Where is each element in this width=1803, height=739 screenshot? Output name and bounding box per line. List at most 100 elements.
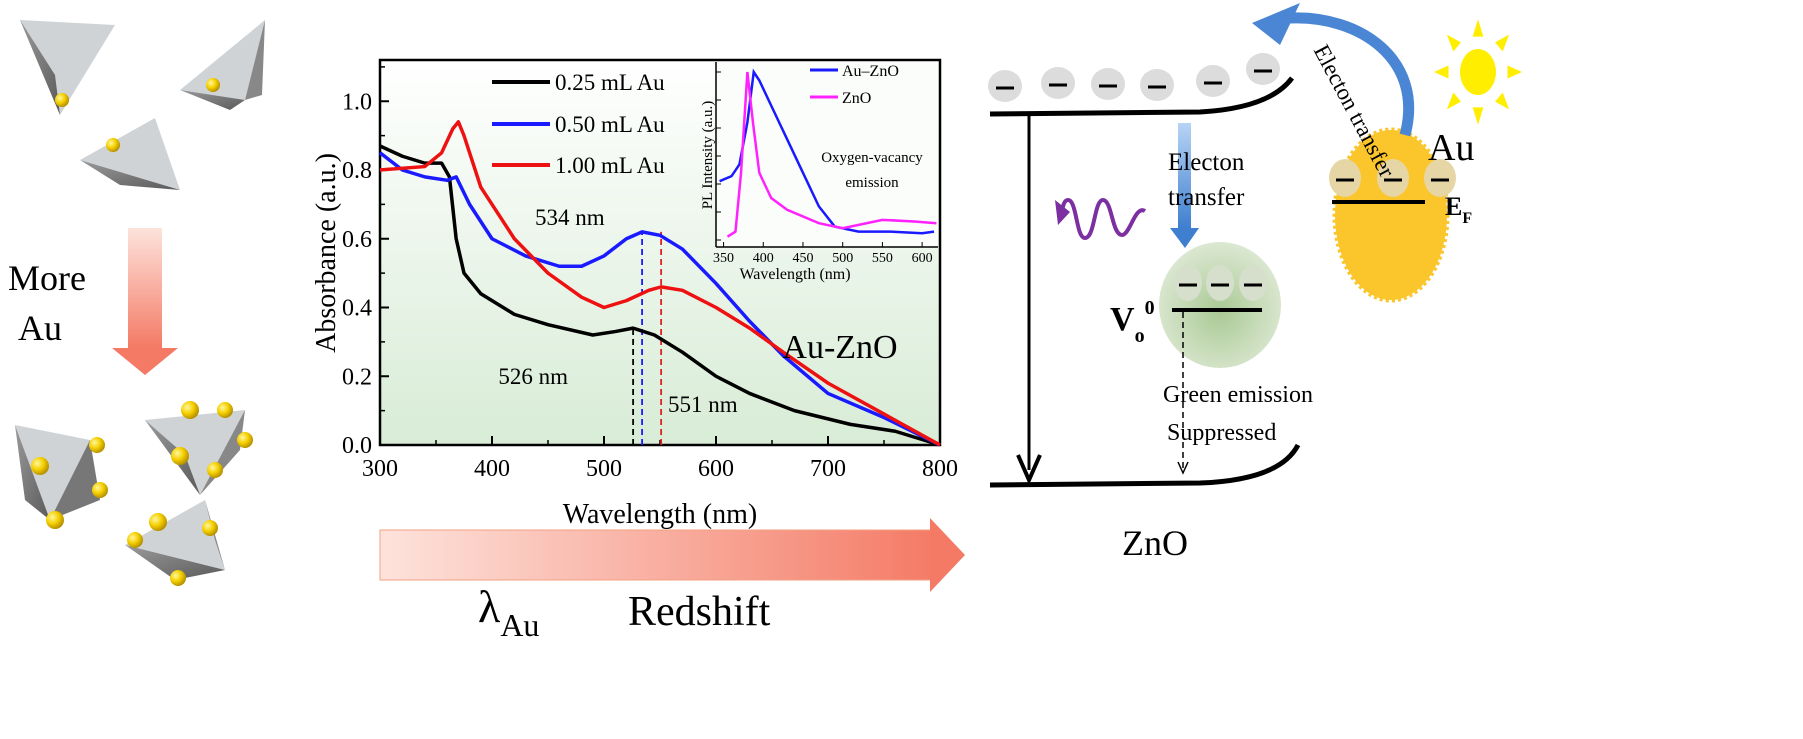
series-line-1-00-mL-Au xyxy=(379,120,941,447)
electron-icon xyxy=(1196,65,1230,97)
zno-label: ZnO xyxy=(1122,523,1188,563)
suppressed-label: Suppressed xyxy=(1167,420,1276,446)
series-line-0-25-mL-Au xyxy=(379,144,941,447)
legend: 0.25 mL Au 0.50 mL Au 1.00 mL Au xyxy=(492,70,665,178)
electron-icon xyxy=(1424,159,1456,197)
sun-icon xyxy=(1434,19,1522,125)
sun-ray xyxy=(1446,34,1461,52)
electron-icon xyxy=(1239,265,1267,301)
sun-ray xyxy=(1495,92,1510,110)
electron-icon xyxy=(1091,68,1125,100)
au-label: Au xyxy=(1428,127,1474,169)
electron-transfer-down-arrow xyxy=(1170,123,1199,248)
inset-y-label: PL Intensity (a.u.) xyxy=(700,101,716,210)
legend-label-0: 0.25 mL Au xyxy=(555,70,665,95)
inset-x-tick-label: 350 xyxy=(713,251,734,266)
fermi-label: EF xyxy=(1445,192,1472,227)
tetrahedron-few-au xyxy=(20,20,265,190)
electron-icon xyxy=(1246,53,1280,85)
inset-annotation-line2: emission xyxy=(845,175,899,191)
electron-transfer-label-line1: Electon xyxy=(1168,149,1245,176)
annotation-551nm: 551 nm xyxy=(668,392,738,417)
y-tick-label: 0.8 xyxy=(342,158,372,184)
inset-legend-label-0: Au–ZnO xyxy=(842,63,899,80)
electron-icon xyxy=(1174,265,1202,301)
sun-ray xyxy=(1495,34,1510,52)
electron-icon xyxy=(988,70,1022,102)
vacancy-label: Vo0 xyxy=(1110,297,1155,347)
x-tick-label: 800 xyxy=(922,456,958,482)
x-tick-label: 700 xyxy=(810,456,846,482)
y-axis-label: Absorbance (a.u.) xyxy=(311,153,342,353)
electron-icon xyxy=(1377,159,1409,197)
au-particle xyxy=(1332,127,1450,303)
lambda-symbol: λAu xyxy=(478,581,539,643)
absorbance-chart: 300 400 500 600 700 800 0.0 0.2 0.4 0.6 0.8 1.0 Abs… xyxy=(311,58,958,530)
green-emission-label: Green emission xyxy=(1163,382,1313,408)
x-axis-label: Wavelength (nm) xyxy=(563,499,757,530)
inset-annotation-line1: Oxygen-vacancy xyxy=(821,150,923,166)
au-nanoparticle xyxy=(206,78,220,92)
redshift-arrow xyxy=(379,518,965,592)
electron-icon xyxy=(1041,67,1075,99)
x-tick-label: 400 xyxy=(474,456,510,482)
inset-x-tick-label: 400 xyxy=(753,251,774,266)
electron-transfer-up-arrowhead xyxy=(1252,3,1300,45)
electron-icon xyxy=(1140,69,1174,101)
sun-ray xyxy=(1472,107,1484,125)
oxygen-vacancy-state xyxy=(1159,242,1281,368)
electron-icon xyxy=(1329,159,1361,197)
redshift-label: Redshift xyxy=(628,589,771,635)
electron-transfer-label-line2: transfer xyxy=(1168,184,1245,211)
peak-marker-lines xyxy=(632,231,663,445)
au-nanoparticle xyxy=(106,138,120,152)
electron-transfer-up-arrow xyxy=(1289,12,1415,137)
more-au-arrow xyxy=(112,228,178,375)
inset-legend-label-1: ZnO xyxy=(842,90,871,107)
y-tick-label: 0.4 xyxy=(342,296,372,322)
excitation-arrow xyxy=(1016,115,1042,485)
more-au-label-line2: Au xyxy=(18,308,62,348)
inset-axis-ticks: 350 400 450 500 550 600 xyxy=(713,71,933,266)
conduction-band xyxy=(989,76,1295,117)
light-wave-arrowhead xyxy=(1055,200,1070,225)
y-tick-label: 1.0 xyxy=(342,89,372,115)
left-panel: More Au xyxy=(8,20,265,586)
inset-x-label: Wavelength (nm) xyxy=(739,266,850,283)
legend-label-2: 1.00 mL Au xyxy=(555,153,665,178)
inset-series-line-ZnO xyxy=(726,71,937,238)
light-wave-icon xyxy=(1058,197,1147,241)
annotation-534nm: 534 nm xyxy=(535,205,605,230)
energy-band-diagram: Electon transfer Vo0 Green emission Supp… xyxy=(988,3,1522,563)
x-tick-label: 300 xyxy=(362,456,398,482)
inset-series-lines xyxy=(719,68,937,238)
sun-ray xyxy=(1434,65,1449,79)
axis-ticks: 300 400 500 600 700 800 0.0 0.2 0.4 0.6 0.8 1.0 xyxy=(342,66,958,482)
inset-x-tick-label: 550 xyxy=(872,251,893,266)
conduction-band-electrons xyxy=(988,53,1280,102)
pl-inset-chart: 350 400 450 500 550 600 PL Intensity (a.u.) W… xyxy=(700,62,938,283)
vacancy-electrons xyxy=(1174,265,1267,301)
inset-x-tick-label: 500 xyxy=(832,251,853,266)
x-tick-label: 500 xyxy=(586,456,622,482)
tetrahedron-more-au xyxy=(15,401,253,586)
series-lines xyxy=(378,120,941,447)
y-tick-label: 0.2 xyxy=(342,364,372,390)
panel-label: Au-ZnO xyxy=(782,329,897,366)
y-tick-label: 0.6 xyxy=(342,227,372,253)
inset-x-tick-label: 600 xyxy=(912,251,933,266)
annotation-526nm: 526 nm xyxy=(498,364,568,389)
inset-x-tick-label: 450 xyxy=(792,251,813,266)
more-au-label-line1: More xyxy=(8,258,86,298)
electron-icon xyxy=(1206,265,1234,301)
legend-label-1: 0.50 mL Au xyxy=(555,112,665,137)
y-tick-label: 0.0 xyxy=(342,433,372,459)
au-electrons xyxy=(1329,159,1456,197)
sun-ray xyxy=(1507,65,1522,79)
au-nanoparticle xyxy=(55,93,69,107)
valence-band xyxy=(989,443,1301,488)
sun-ray xyxy=(1472,19,1484,37)
x-tick-label: 600 xyxy=(698,456,734,482)
